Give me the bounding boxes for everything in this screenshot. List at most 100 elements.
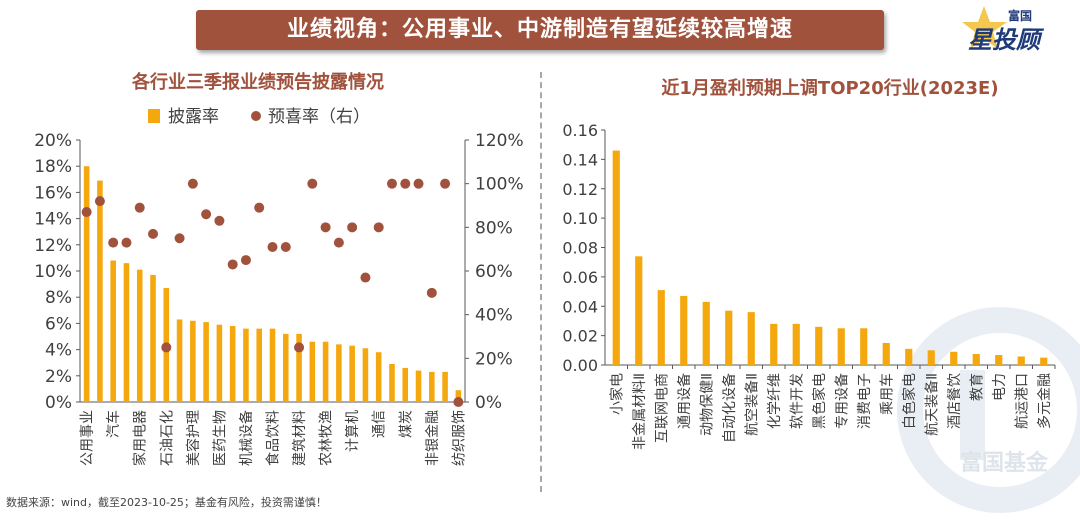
disclosure-bar [442,371,448,402]
industry-label: 软件开发 [789,373,805,429]
upgrade-chart: 近1月盈利预期上调TOP20行业(2023E) 0.00 0.02 0.04 0.06… [562,77,1056,450]
star-icon [962,6,1007,49]
positive-rate-dot [81,207,92,218]
positive-rate-dot [294,342,305,353]
disclosure-chart: 各行业三季报业绩预告披露情况 披露率 预喜率（右） 0% 2% 4% 6% 8% 10% 1… [34,71,524,466]
disclosure-bar [229,326,236,402]
disclosure-bar [83,166,90,402]
positive-rate-dot [201,209,212,220]
upgrade-bar [770,323,778,365]
disclosure-bar [349,345,355,402]
left-tick-label: 0% [45,393,72,413]
category-label: 食品饮料 [265,410,282,466]
left-tick-label: 6% [45,314,72,334]
chart1-title: 各行业三季报业绩预告披露情况 [131,71,384,93]
left-tick-label: 4% [45,341,72,361]
right-tick-label: 60% [475,262,513,282]
y-tick-label: 0.12 [562,180,598,199]
y-tick-label: 0.10 [562,209,598,228]
left-tick-label: 8% [45,288,72,308]
disclosure-bar [455,390,462,402]
legend-bar-swatch [148,109,160,123]
disclosure-bar [190,320,196,402]
positive-rate-dot [320,222,331,233]
positive-rate-dot [307,178,318,189]
right-tick-label: 80% [475,218,513,238]
title-banner: 业绩视角：公用事业、中游制造有望延续较高增速 [196,10,884,50]
positive-rate-dot [267,241,278,252]
positive-rate-dot [187,178,198,189]
disclosure-bar [110,260,116,402]
category-label: 纺织服饰 [451,410,467,466]
category-label: 计算机 [345,410,361,452]
industry-label: 电力 [992,373,1008,401]
industry-label: 消费电子 [857,373,873,429]
category-label: 通信 [372,410,388,438]
disclosure-bar [375,352,382,402]
industry-label: 酒店餐饮 [947,373,963,429]
industry-label: 航空装备Ⅱ [743,373,760,436]
industry-label: 专用设备 [833,373,850,429]
panel-divider [540,72,542,492]
industry-label: 自动化设备 [721,373,738,443]
watermark-bar-icon [960,370,985,460]
disclosure-bar [322,341,329,402]
chart2-title: 近1月盈利预期上调TOP20行业(2023E) [661,77,998,99]
upgrade-bar [882,342,890,365]
category-label: 汽车 [105,410,122,438]
category-label: 公用事业 [80,410,96,466]
positive-rate-dot [440,178,451,189]
disclosure-bar [362,348,369,402]
disclosure-bar [402,367,409,402]
upgrade-bar [1017,356,1025,365]
positive-rate-dot [360,272,371,283]
category-label: 石油石化 [159,410,175,466]
right-tick-label: 120% [475,131,524,151]
disclosure-bar [256,328,263,402]
disclosure-bar [296,333,302,402]
left-tick-label: 2% [45,367,72,387]
industry-label: 化学纤维 [767,373,783,429]
category-label: 煤炭 [398,410,414,438]
disclosure-bar [243,328,249,402]
upgrade-bar [680,295,688,365]
left-tick-label: 20% [34,131,72,151]
positive-rate-dot [134,202,145,213]
left-tick-label: 16% [34,183,72,203]
upgrade-bar [792,323,800,365]
industry-label: 白色家电 [901,373,918,429]
category-label: 家用电器 [132,410,149,466]
upgrade-bar [972,353,980,365]
positive-rate-dot [94,196,105,207]
right-tick-label: 0% [475,393,502,413]
positive-rate-dot [386,178,397,189]
disclosure-bar [97,180,103,402]
disclosure-bar [282,333,289,402]
y-tick-label: 0.02 [562,327,598,346]
left-tick-label: 12% [34,236,72,256]
legend-dot-swatch [251,111,261,121]
positive-rate-dot [227,259,238,270]
category-label: 农林牧渔 [319,410,335,466]
positive-rate-dot [373,222,384,233]
logo-top-text: 富国 [1008,8,1032,23]
positive-rate-dot [280,241,291,252]
upgrade-bar [635,256,643,365]
positive-rate-dot [121,237,132,248]
positive-rate-dot [161,342,172,353]
category-label: 美容护理 [185,410,202,466]
industry-label: 小家电 [608,373,625,415]
disclosure-bar [336,344,342,402]
industry-label: 动物保健Ⅱ [699,373,715,436]
industry-label: 黑色家电 [811,373,828,429]
chart1-legend: 披露率 预喜率（右） [148,107,370,127]
right-tick-label: 40% [475,306,513,326]
category-label: 机械设备 [238,410,255,466]
positive-rate-dot [174,233,185,244]
disclosure-bar [415,370,422,402]
right-tick-label: 20% [475,349,513,369]
legend-dot-label: 预喜率（右） [268,107,370,127]
upgrade-bar [860,328,868,365]
positive-rate-dot [426,287,437,298]
positive-rate-dot [453,397,464,407]
